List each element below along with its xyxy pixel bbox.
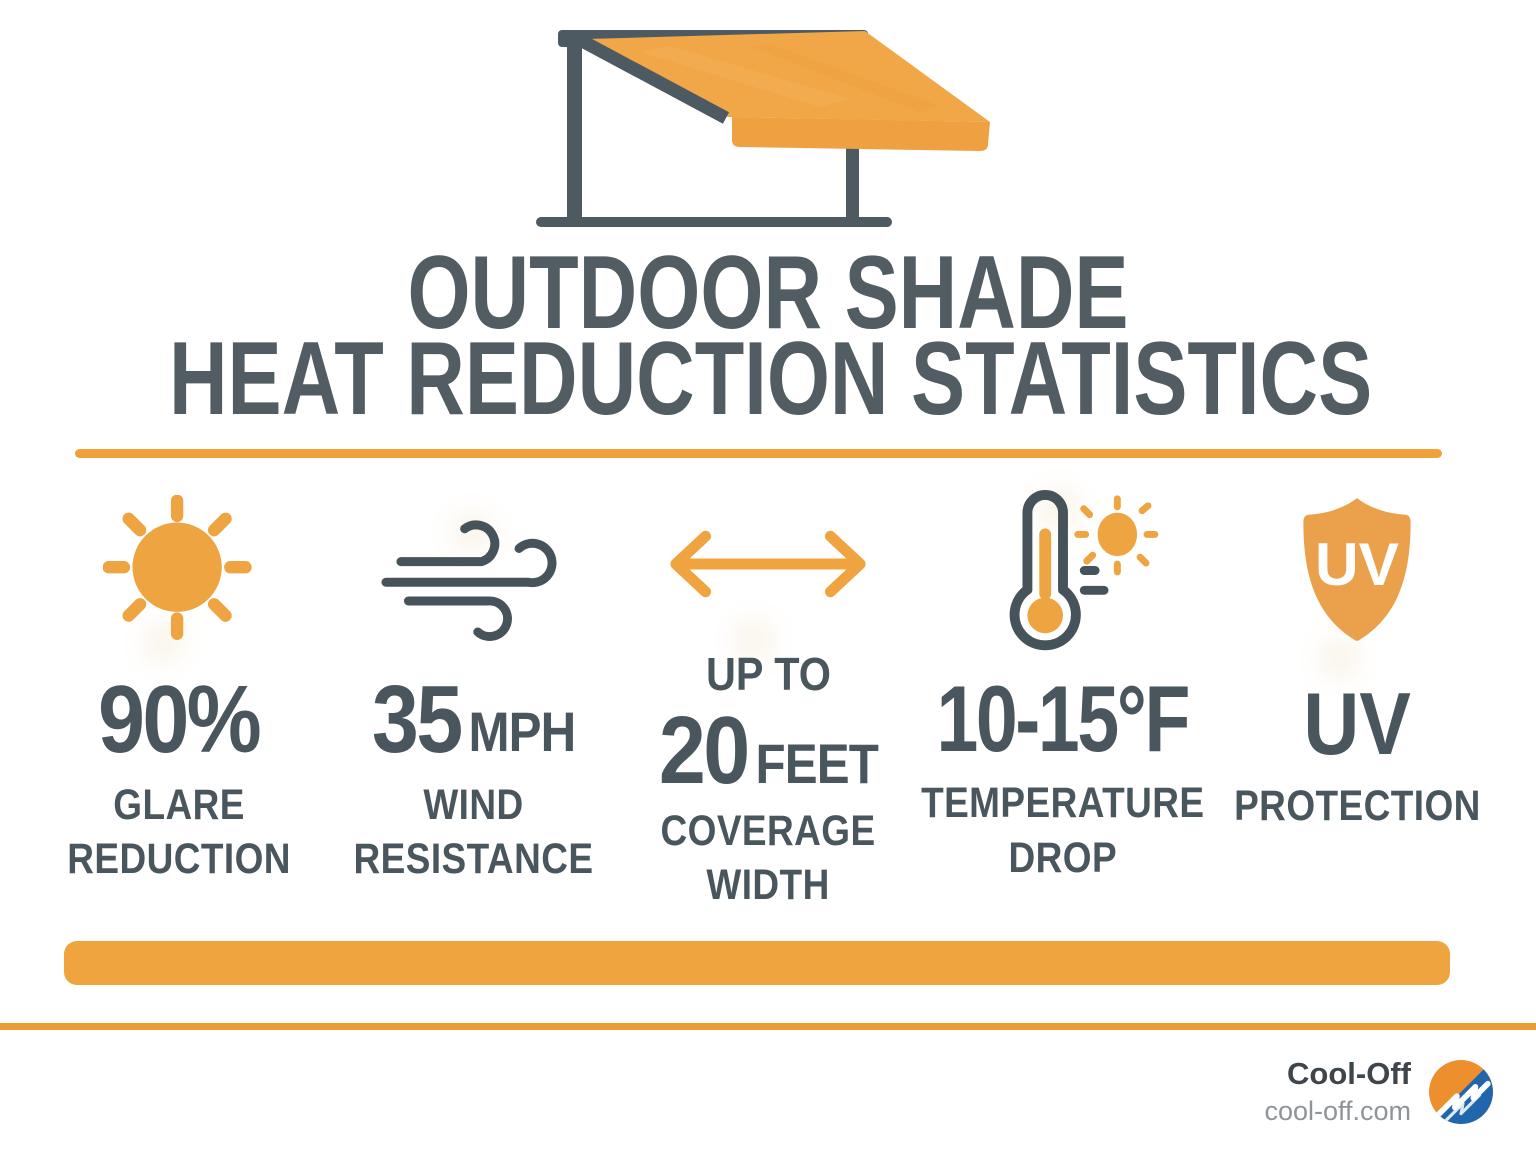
stat-label: TEMPERATURE DROP [920, 779, 1205, 882]
stat-label: WIND RESISTANCE [353, 781, 594, 884]
title-line-1: OUTDOOR SHADE [407, 235, 1129, 351]
width-arrow-icon [654, 492, 882, 635]
bottom-accent-bar [64, 941, 1450, 985]
brand-website: cool-off.com [1264, 1095, 1411, 1126]
stat-value: 10-15°F [936, 666, 1191, 771]
stat-coverage-width: UP TO 20 FEET COVERAGE WIDTH [627, 492, 909, 912]
wind-icon [378, 492, 570, 650]
title-divider [75, 449, 1442, 458]
stat-value: 90% [98, 666, 262, 773]
stat-wind-resistance: 35 MPH WIND RESISTANCE [333, 492, 615, 912]
brand-name: Cool-Off [1287, 1056, 1411, 1091]
footer-text: Cool-Off cool-off.com [1264, 1056, 1411, 1127]
stat-label: PROTECTION [1233, 781, 1481, 830]
stats-row: 90% GLARE REDUCTION 35 M [38, 489, 1498, 912]
stat-value: 20 FEET [658, 697, 878, 805]
thermometer-sun-icon [967, 489, 1159, 651]
stat-glare-reduction: 90% GLARE REDUCTION [38, 492, 320, 912]
footer-rule [0, 1023, 1536, 1030]
stat-label: COVERAGE WIDTH [660, 806, 876, 909]
stat-value: 35 MPH [371, 666, 576, 773]
stat-uv-protection: UV UV PROTECTION [1216, 492, 1498, 912]
page-title: OUTDOOR SHADE HEAT REDUCTION STATISTICS [0, 235, 1536, 437]
stat-prefix: UP TO [705, 648, 831, 701]
footer: Cool-Off cool-off.com [1264, 1056, 1494, 1127]
awning-icon [536, 30, 990, 227]
cool-off-logo-icon [1429, 1059, 1493, 1124]
shield-uv-text: UV [1315, 530, 1399, 598]
stat-label: GLARE REDUCTION [67, 781, 291, 884]
stat-temperature-drop: 10-15°F TEMPERATURE DROP [921, 489, 1204, 912]
uv-shield-icon: UV [1281, 492, 1433, 650]
stat-value: UV [1303, 674, 1411, 773]
title-line-2: HEAT REDUCTION STATISTICS [168, 321, 1373, 437]
sun-icon [103, 492, 255, 650]
